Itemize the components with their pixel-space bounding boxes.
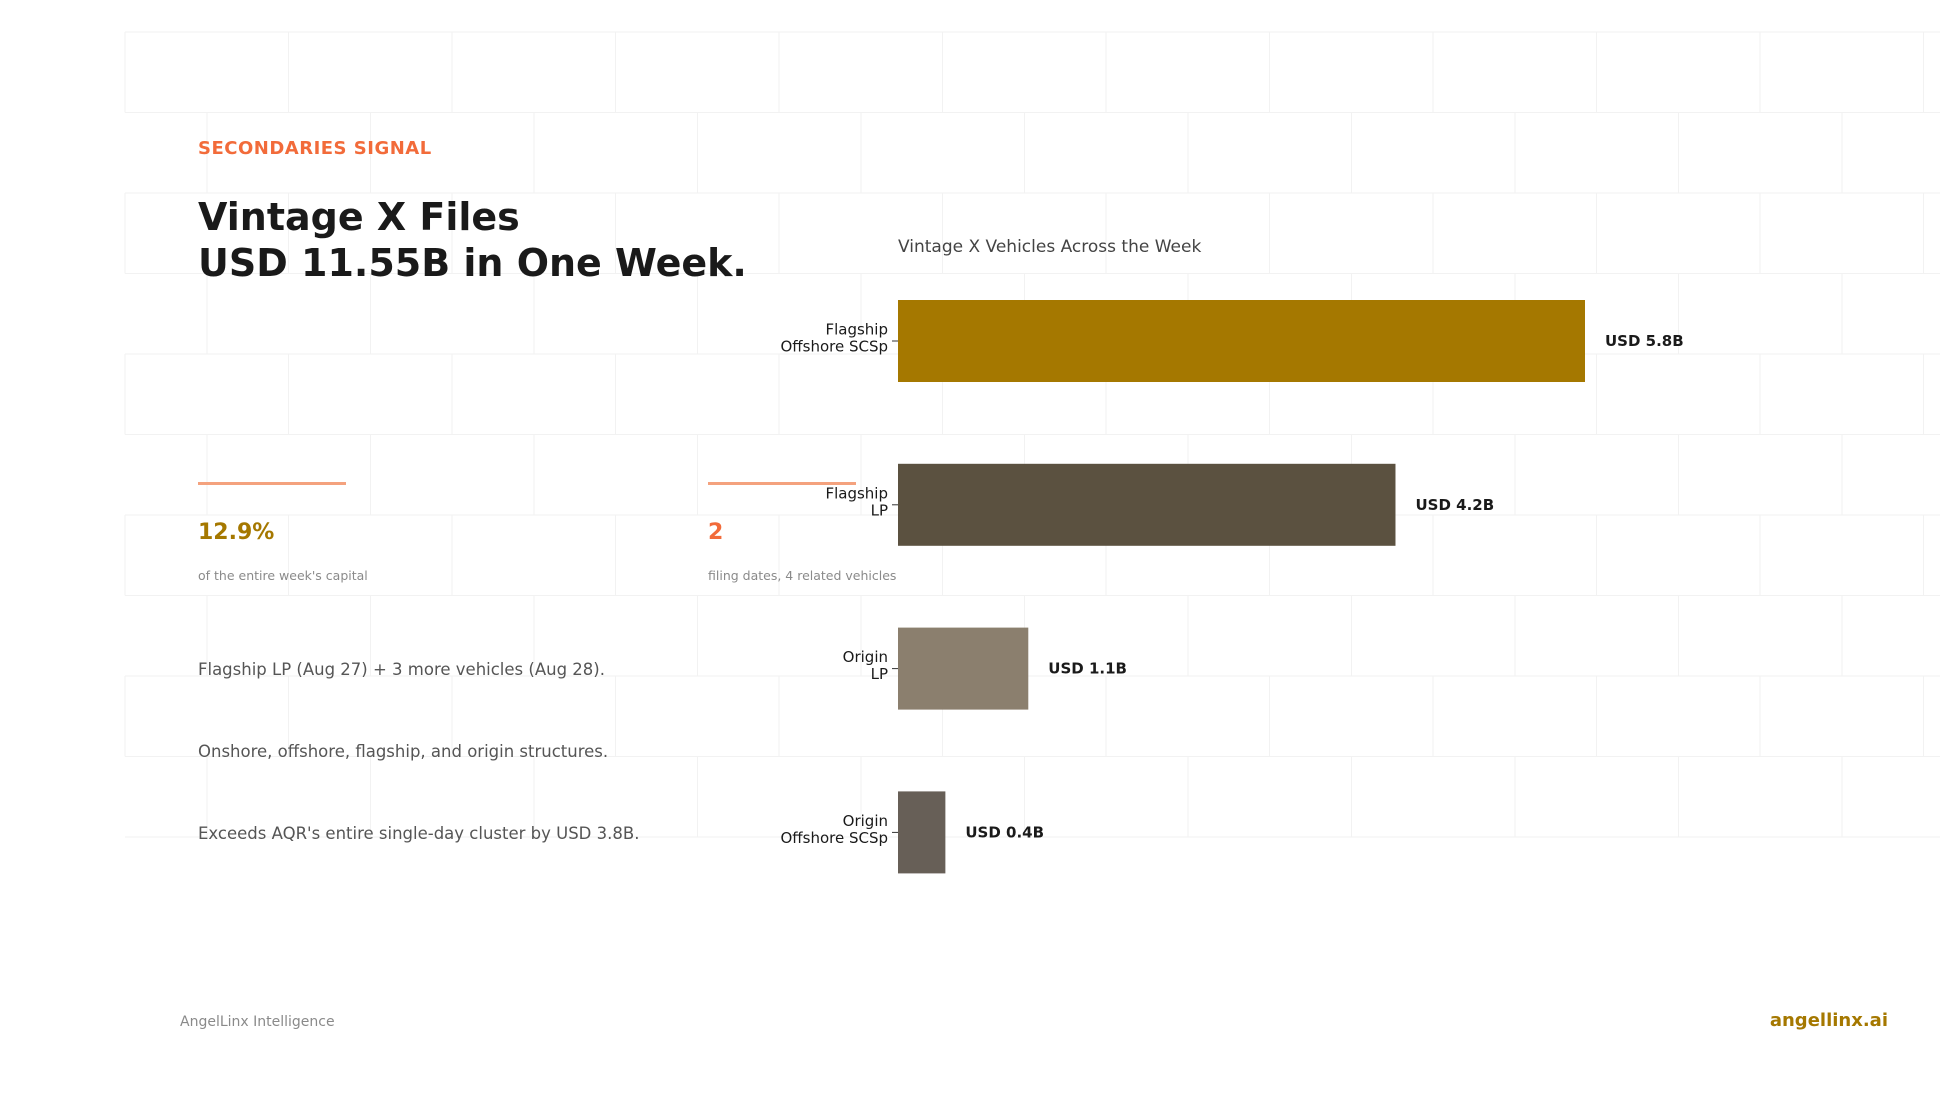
bullet-1: Flagship LP (Aug 27) + 3 more vehicles (…: [198, 660, 605, 679]
page-title-line-1: Vintage X Files: [198, 195, 520, 239]
footer-brand-left: AngelLinx Intelligence: [180, 1014, 335, 1030]
stat-2-rule: [708, 482, 856, 485]
stat-2-caption: filing dates, 4 related vehicles: [708, 568, 897, 583]
category-label-2: Origin LP: [843, 648, 888, 683]
value-label-1: USD 4.2B: [1415, 496, 1494, 514]
stat-1-caption: of the entire week's capital: [198, 568, 368, 583]
value-label-3: USD 0.4B: [965, 823, 1044, 841]
category-label-3: Origin Offshore SCSp: [780, 812, 888, 847]
category-label-line: Origin: [843, 648, 888, 666]
category-label-line: LP: [871, 501, 888, 519]
category-label-line: Offshore SCSp: [780, 338, 888, 356]
bar-3: [898, 791, 946, 874]
category-label-line: Origin: [843, 812, 888, 830]
category-label-0: Flagship Offshore SCSp: [780, 321, 888, 356]
page-title-line-2: USD 11.55B in One Week.: [198, 241, 747, 285]
stat-2-value: 2: [708, 520, 724, 545]
stat-1-value: 12.9%: [198, 520, 275, 545]
stat-1-rule: [198, 482, 346, 485]
value-label-2: USD 1.1B: [1048, 660, 1127, 678]
category-label-line: LP: [871, 665, 888, 683]
chart-title: Vintage X Vehicles Across the Week: [898, 237, 1201, 257]
bar-1: [898, 463, 1396, 546]
category-label-1: Flagship LP: [825, 484, 888, 519]
page-title: Vintage X Files USD 11.55B in One Week.: [198, 194, 747, 286]
bar-2: [898, 627, 1029, 710]
value-label-0: USD 5.8B: [1605, 332, 1684, 350]
category-label-line: Offshore SCSp: [780, 829, 888, 847]
footer-brand-link[interactable]: angellinx.ai: [1769, 1010, 1888, 1031]
category-label-line: Flagship: [825, 484, 888, 502]
category-label-line: Flagship: [825, 321, 888, 339]
section-kicker: SECONDARIES SIGNAL: [198, 138, 432, 159]
bullet-3: Exceeds AQR's entire single-day cluster …: [198, 824, 640, 843]
bar-0: [898, 300, 1585, 382]
bullet-2: Onshore, offshore, flagship, and origin …: [198, 742, 609, 761]
